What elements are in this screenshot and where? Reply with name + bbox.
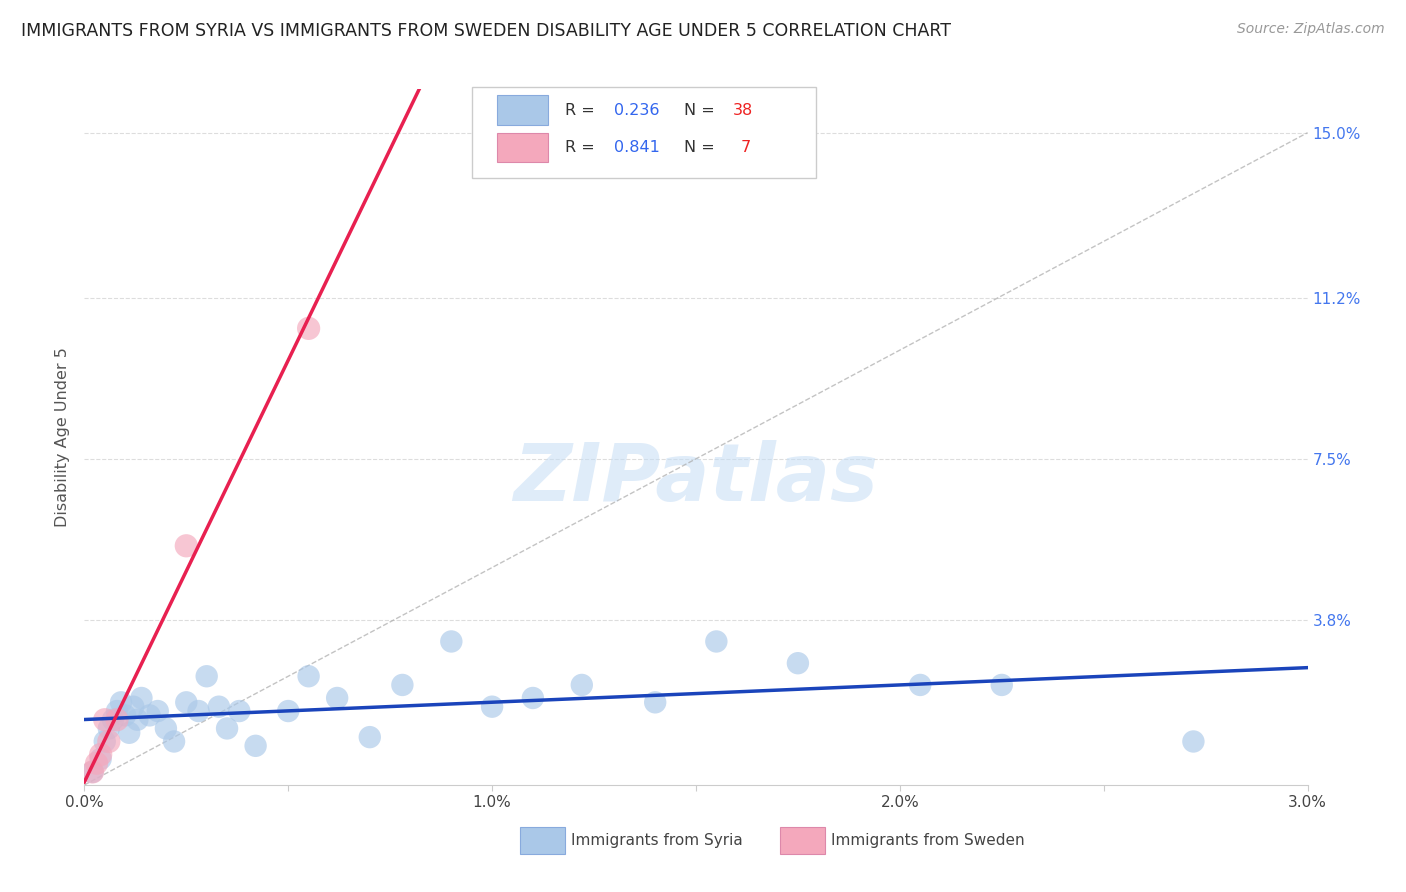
Point	[163, 734, 186, 748]
Text: Source: ZipAtlas.com: Source: ZipAtlas.com	[1237, 22, 1385, 37]
Point	[910, 678, 932, 692]
Text: 38: 38	[733, 103, 754, 118]
Point	[146, 704, 169, 718]
Text: N =: N =	[683, 140, 720, 155]
Point	[93, 713, 117, 727]
Point	[991, 678, 1014, 692]
Text: ZIPatlas: ZIPatlas	[513, 440, 879, 518]
Point	[131, 690, 153, 705]
Point	[571, 678, 593, 692]
FancyBboxPatch shape	[496, 133, 548, 162]
Point	[787, 657, 810, 671]
Text: N =: N =	[683, 103, 720, 118]
Text: Immigrants from Syria: Immigrants from Syria	[571, 833, 742, 847]
Point	[105, 704, 128, 718]
Point	[86, 756, 108, 771]
Point	[522, 690, 544, 705]
Point	[90, 752, 112, 766]
Point	[228, 704, 250, 718]
Text: IMMIGRANTS FROM SYRIA VS IMMIGRANTS FROM SWEDEN DISABILITY AGE UNDER 5 CORRELATI: IMMIGRANTS FROM SYRIA VS IMMIGRANTS FROM…	[21, 22, 950, 40]
Point	[298, 669, 321, 683]
Point	[127, 713, 149, 727]
Point	[277, 704, 299, 718]
Text: 0.236: 0.236	[614, 103, 659, 118]
Point	[122, 699, 145, 714]
Y-axis label: Disability Age Under 5: Disability Age Under 5	[55, 347, 70, 527]
Point	[114, 708, 136, 723]
Text: 7: 7	[737, 140, 752, 155]
Point	[1182, 734, 1205, 748]
Point	[101, 713, 124, 727]
Point	[195, 669, 218, 683]
Point	[326, 690, 349, 705]
Point	[208, 699, 231, 714]
Point	[187, 704, 209, 718]
Point	[97, 734, 120, 748]
Point	[105, 713, 128, 727]
Point	[110, 695, 132, 709]
Point	[440, 634, 463, 648]
Point	[706, 634, 728, 648]
Point	[217, 722, 239, 736]
Point	[644, 695, 666, 709]
Point	[245, 739, 267, 753]
Text: R =: R =	[565, 140, 600, 155]
Text: 0.841: 0.841	[614, 140, 659, 155]
Point	[391, 678, 413, 692]
Point	[155, 722, 177, 736]
Point	[298, 321, 321, 335]
Point	[138, 708, 160, 723]
FancyBboxPatch shape	[496, 95, 548, 125]
Point	[82, 764, 104, 779]
Point	[97, 722, 120, 736]
Point	[82, 764, 104, 779]
Point	[118, 726, 141, 740]
Point	[481, 699, 503, 714]
Point	[90, 747, 112, 762]
Text: R =: R =	[565, 103, 600, 118]
Point	[359, 730, 381, 744]
Point	[174, 539, 197, 553]
Text: Immigrants from Sweden: Immigrants from Sweden	[831, 833, 1025, 847]
FancyBboxPatch shape	[472, 87, 815, 178]
Point	[93, 734, 117, 748]
Point	[174, 695, 197, 709]
